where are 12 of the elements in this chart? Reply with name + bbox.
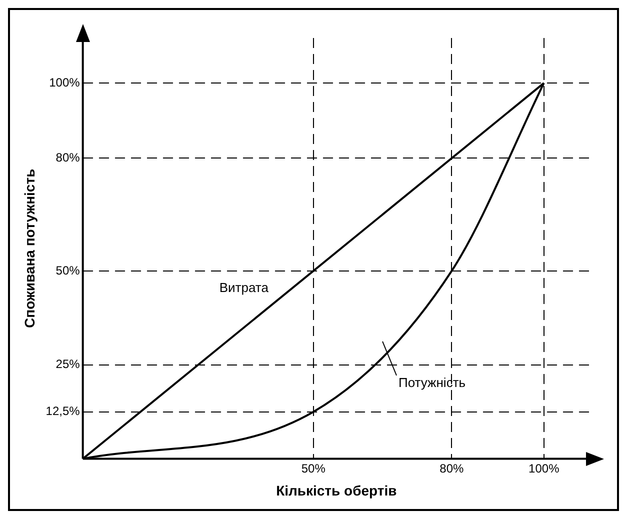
x-tick-label: 80% <box>440 461 464 476</box>
series-label: Потужність <box>398 374 466 390</box>
x-tick-label: 50% <box>301 461 326 476</box>
x-axis-title: Кількість обертів <box>276 482 398 498</box>
y-tick-label: 12,5% <box>46 404 80 418</box>
y-axis-title: Споживана потужність <box>21 168 38 328</box>
y-tick-label: 100% <box>49 75 80 90</box>
y-tick-label: 25% <box>56 357 80 372</box>
series-label: Витрата <box>219 280 270 296</box>
x-tick-label: 100% <box>528 461 560 476</box>
y-tick-label: 50% <box>56 263 80 278</box>
y-tick-label: 80% <box>56 150 80 165</box>
